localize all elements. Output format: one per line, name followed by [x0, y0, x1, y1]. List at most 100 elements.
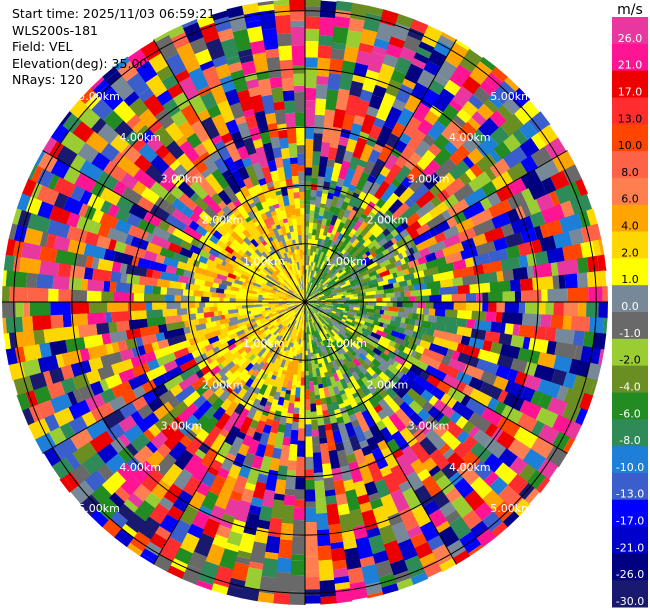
velocity-bin [589, 379, 598, 397]
velocity-bin [231, 250, 243, 260]
velocity-bin [572, 374, 595, 396]
velocity-bin [305, 287, 307, 292]
velocity-bin [328, 389, 336, 397]
velocity-bin [305, 214, 310, 221]
velocity-bin [326, 312, 332, 315]
velocity-bin [13, 224, 28, 243]
velocity-bin [385, 262, 397, 271]
velocity-bin [392, 302, 397, 307]
velocity-bin [210, 397, 225, 412]
velocity-bin [217, 331, 229, 341]
velocity-bin [433, 399, 456, 420]
velocity-bin [330, 317, 339, 324]
range-ring-label: 1.00km [325, 255, 367, 268]
velocity-bin [299, 328, 303, 339]
velocity-bin [178, 275, 190, 284]
velocity-bin [290, 313, 297, 321]
velocity-bin [343, 322, 351, 328]
velocity-bin [353, 425, 367, 443]
velocity-bin [384, 232, 395, 243]
velocity-bin [273, 238, 280, 246]
velocity-bin [321, 326, 328, 335]
velocity-bin [271, 87, 285, 103]
velocity-bin [496, 354, 514, 370]
velocity-bin [340, 393, 349, 402]
velocity-bin [110, 358, 134, 376]
velocity-bin [377, 237, 388, 247]
velocity-bin [105, 311, 113, 323]
velocity-bin [108, 321, 118, 333]
velocity-bin [352, 338, 360, 345]
velocity-bin [19, 256, 42, 275]
velocity-bin [252, 138, 264, 149]
velocity-bin [317, 424, 327, 438]
velocity-bin [153, 401, 174, 421]
velocity-bin [546, 247, 565, 264]
velocity-bin [152, 301, 167, 310]
velocity-bin [264, 367, 271, 375]
velocity-bin [307, 265, 311, 276]
velocity-bin [203, 156, 219, 174]
velocity-bin [327, 278, 335, 286]
velocity-bin [428, 49, 448, 68]
velocity-bin [284, 265, 290, 272]
velocity-bin [349, 264, 359, 273]
velocity-bin [162, 98, 181, 118]
colorbar-tick-label: 0.0 [621, 300, 639, 313]
velocity-bin [333, 575, 350, 584]
colorbar-swatch [612, 231, 648, 259]
colorbar-tick-label: 1.0 [621, 273, 639, 286]
velocity-bin [233, 402, 245, 415]
velocity-bin [299, 393, 305, 400]
velocity-bin [229, 242, 236, 250]
velocity-bin [399, 322, 407, 330]
velocity-bin [293, 304, 302, 312]
velocity-bin [240, 488, 255, 503]
velocity-bin [72, 120, 95, 143]
velocity-bin [169, 159, 182, 171]
velocity-bin [422, 348, 444, 363]
velocity-bin [252, 282, 262, 288]
velocity-bin [402, 302, 414, 308]
velocity-bin [287, 304, 296, 307]
velocity-bin [85, 130, 109, 154]
velocity-bin [39, 231, 49, 247]
velocity-bin [429, 105, 444, 118]
velocity-bin [258, 575, 276, 595]
velocity-bin [209, 286, 217, 293]
velocity-bin [301, 265, 304, 276]
velocity-bin [272, 311, 277, 315]
velocity-bin [319, 288, 324, 292]
velocity-bin [258, 218, 267, 228]
velocity-bin [257, 78, 273, 97]
range-ring-label: 4.00km [119, 131, 161, 144]
velocity-bin [501, 223, 515, 238]
velocity-bin [356, 261, 364, 268]
velocity-bin [163, 483, 183, 504]
velocity-bin [254, 211, 263, 221]
velocity-bin [229, 102, 245, 120]
velocity-bin [549, 190, 561, 207]
velocity-bin [364, 321, 371, 327]
velocity-bin [261, 28, 279, 51]
velocity-bin [299, 399, 305, 409]
velocity-bin [278, 285, 285, 290]
velocity-bin [316, 318, 323, 328]
velocity-bin [45, 232, 57, 249]
velocity-bin [263, 404, 271, 413]
velocity-bin [239, 335, 249, 344]
velocity-bin [316, 306, 321, 309]
velocity-bin [375, 309, 380, 314]
velocity-bin [233, 407, 250, 430]
velocity-bin [319, 239, 326, 250]
velocity-bin [379, 493, 399, 518]
velocity-bin [250, 318, 256, 323]
velocity-bin [313, 300, 318, 302]
velocity-bin [189, 192, 200, 203]
velocity-bin [308, 315, 311, 320]
velocity-bin [259, 326, 264, 331]
velocity-bin [375, 125, 394, 148]
velocity-bin [317, 300, 322, 302]
velocity-bin [326, 327, 335, 337]
velocity-bin [275, 291, 286, 296]
